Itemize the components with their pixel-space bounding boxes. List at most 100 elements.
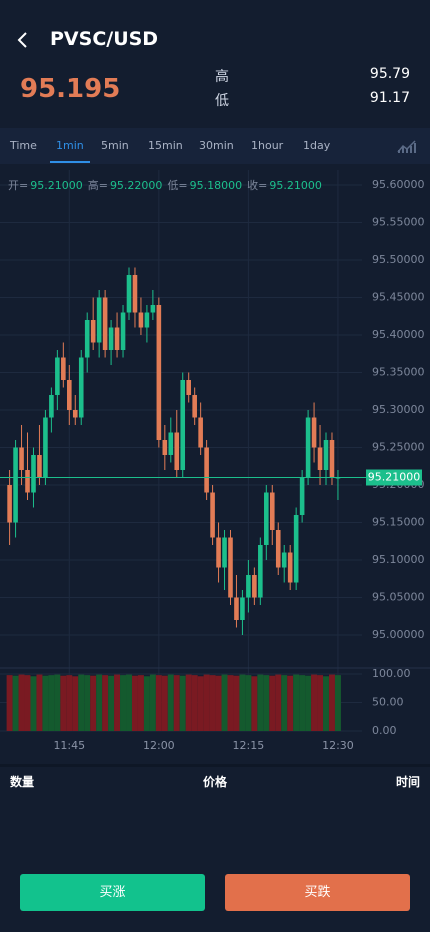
ohlc-value: 95.18000 bbox=[190, 179, 243, 192]
volume-bar bbox=[131, 675, 138, 731]
volume-bar bbox=[108, 675, 115, 731]
volume-bar bbox=[126, 674, 132, 731]
candle-body bbox=[90, 320, 96, 343]
volume-bar bbox=[90, 675, 97, 731]
low-value: 91.17 bbox=[369, 90, 410, 106]
candle-body bbox=[25, 470, 30, 493]
candle-body bbox=[132, 275, 138, 313]
ohlc-label: 高= bbox=[88, 178, 108, 192]
volume-bar bbox=[60, 675, 67, 731]
y-tick-label: 95.35000 bbox=[372, 366, 425, 379]
tab[interactable]: 1min bbox=[56, 139, 84, 152]
volume-bar bbox=[287, 675, 294, 731]
tab[interactable]: 30min bbox=[199, 139, 234, 152]
candle-body bbox=[13, 447, 18, 523]
ohlc-label: 收= bbox=[247, 178, 267, 192]
title: PVSC/USD bbox=[50, 28, 159, 50]
volume-bar bbox=[12, 675, 19, 731]
candle-body bbox=[305, 417, 311, 478]
volume-bar bbox=[96, 674, 103, 731]
volume-bar bbox=[143, 676, 150, 731]
low-label: 低 bbox=[215, 93, 229, 109]
candle-body bbox=[49, 395, 54, 418]
tab[interactable]: 15min bbox=[148, 139, 183, 152]
chart: 95.0000095.0500095.1000095.1500095.20000… bbox=[0, 164, 430, 764]
y-tick-label: 95.15000 bbox=[372, 516, 425, 529]
volume-bar bbox=[257, 674, 264, 731]
candle-body bbox=[293, 515, 299, 583]
volume-bar bbox=[161, 675, 168, 731]
candle-body bbox=[126, 275, 132, 313]
volume-bar bbox=[149, 674, 156, 731]
volume-bar bbox=[239, 674, 246, 731]
candle-body bbox=[174, 432, 180, 470]
x-tick-label: 12:15 bbox=[233, 739, 265, 752]
tab[interactable]: 1day bbox=[303, 139, 331, 152]
volume-bar bbox=[263, 675, 270, 731]
candle-body bbox=[61, 357, 66, 380]
volume-bar bbox=[281, 675, 288, 731]
volume-bar bbox=[334, 675, 341, 731]
sell-button[interactable]: 买跌 bbox=[225, 874, 410, 911]
candle-body bbox=[96, 297, 102, 343]
divider bbox=[0, 764, 430, 767]
candle-body bbox=[216, 537, 221, 568]
y-tick-label: 95.45000 bbox=[372, 291, 425, 304]
buy-button[interactable]: 买涨 bbox=[20, 874, 205, 911]
candle-body bbox=[275, 530, 281, 568]
volume-bar bbox=[30, 676, 37, 731]
tab[interactable]: 1hour bbox=[251, 139, 284, 152]
back-button[interactable] bbox=[16, 30, 30, 50]
high-label: 高 bbox=[215, 69, 229, 85]
volume-bar bbox=[311, 674, 318, 731]
volume-tick-label: 0.00 bbox=[372, 724, 397, 737]
volume-bar bbox=[293, 674, 300, 731]
candle-body bbox=[156, 305, 162, 440]
volume-bar bbox=[18, 674, 25, 731]
volume-bar bbox=[251, 676, 258, 731]
tab[interactable]: Time bbox=[10, 139, 37, 152]
candle-body bbox=[67, 380, 72, 410]
ohlc-label: 低= bbox=[167, 179, 187, 192]
volume-bar bbox=[66, 675, 73, 731]
volume-bar bbox=[167, 674, 174, 731]
candle-body bbox=[108, 327, 114, 350]
y-tick-label: 95.00000 bbox=[372, 628, 425, 641]
candle-body bbox=[323, 440, 329, 470]
candle-body bbox=[264, 492, 269, 545]
volume-bar bbox=[317, 675, 324, 731]
candle-body bbox=[55, 357, 60, 395]
volume-bar bbox=[36, 674, 43, 731]
volume-bar bbox=[245, 675, 252, 731]
volume-bar bbox=[179, 675, 186, 731]
ohlc-value: 95.21000 bbox=[30, 179, 83, 192]
candle-body bbox=[43, 417, 48, 478]
volume-bar bbox=[227, 675, 234, 731]
plot-background bbox=[0, 164, 430, 764]
candle-body bbox=[299, 477, 305, 515]
y-tick-label: 95.55000 bbox=[372, 216, 425, 229]
chart-icon[interactable] bbox=[396, 138, 418, 154]
high-value: 95.79 bbox=[369, 66, 410, 82]
tab-bar: Time 1min 5min 15min 30min 1hour 1day bbox=[0, 128, 430, 164]
candle-body bbox=[120, 312, 126, 350]
candle-body bbox=[204, 447, 209, 493]
ohlc-label: 开= bbox=[8, 179, 28, 192]
y-tick-label: 95.25000 bbox=[372, 441, 425, 454]
volume-bar bbox=[137, 675, 144, 731]
volume-bar bbox=[209, 675, 216, 731]
candle-body bbox=[180, 380, 186, 470]
x-tick-label: 12:30 bbox=[322, 739, 354, 752]
candle-body bbox=[78, 357, 84, 418]
volume-bar bbox=[221, 674, 228, 731]
candle-body bbox=[198, 417, 203, 448]
candle-body bbox=[281, 552, 287, 568]
volume-bar bbox=[323, 676, 329, 731]
volume-bar bbox=[299, 675, 306, 731]
candle-body bbox=[317, 447, 323, 470]
tab[interactable]: 5min bbox=[101, 139, 129, 152]
candle-body bbox=[258, 545, 263, 598]
volume-bar bbox=[155, 675, 162, 731]
volume-bar bbox=[203, 674, 210, 731]
